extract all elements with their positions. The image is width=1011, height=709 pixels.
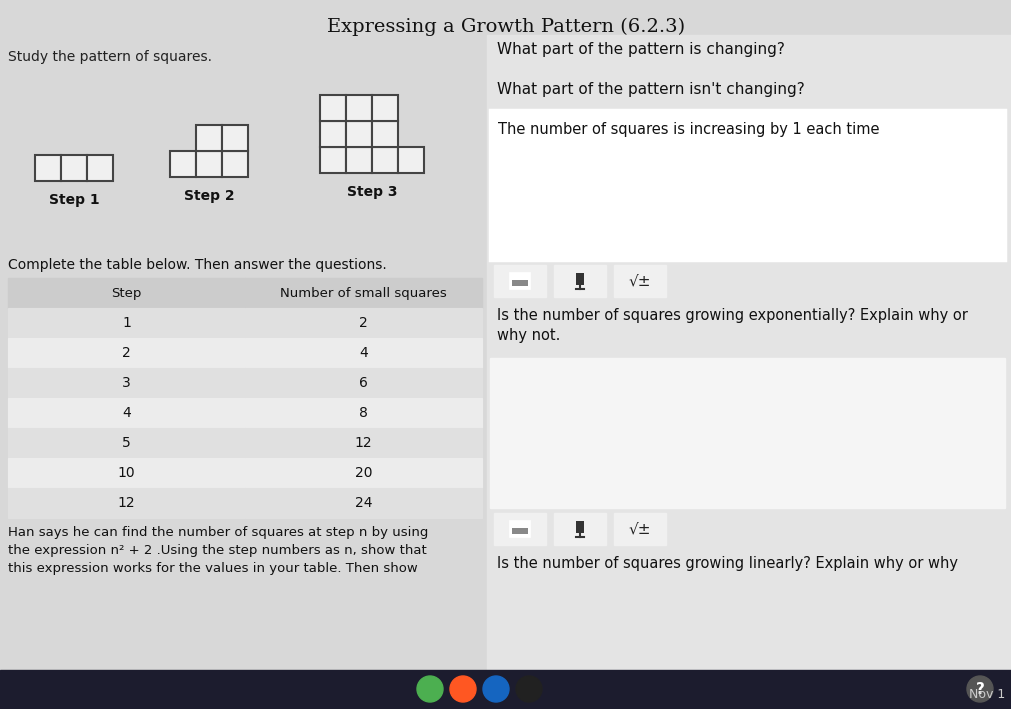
Bar — [575, 273, 583, 285]
Text: √±: √± — [628, 274, 651, 289]
Text: 5: 5 — [122, 436, 130, 450]
Bar — [319, 121, 346, 147]
Bar — [346, 121, 372, 147]
Bar — [510, 273, 530, 289]
Bar — [486, 35, 1011, 675]
Text: What part of the pattern is changing?: What part of the pattern is changing? — [496, 42, 785, 57]
Text: Number of small squares: Number of small squares — [280, 286, 447, 299]
Text: Step: Step — [111, 286, 142, 299]
Bar — [245, 338, 481, 368]
Bar — [614, 513, 665, 545]
Circle shape — [516, 676, 542, 702]
Bar — [510, 521, 530, 537]
Bar — [8, 398, 245, 428]
Bar — [8, 338, 245, 368]
Bar — [319, 147, 346, 173]
Bar — [8, 488, 245, 518]
Text: Step 3: Step 3 — [347, 185, 397, 199]
Bar — [614, 265, 665, 297]
Text: 24: 24 — [355, 496, 372, 510]
Bar — [245, 428, 481, 458]
Text: 2: 2 — [359, 316, 368, 330]
Bar — [8, 308, 245, 338]
Bar — [221, 151, 248, 177]
Text: Nov 1: Nov 1 — [968, 688, 1004, 700]
Text: ?: ? — [975, 681, 984, 696]
Text: Step 1: Step 1 — [49, 193, 99, 207]
Bar — [493, 513, 546, 545]
Bar — [35, 155, 61, 181]
Text: 4: 4 — [359, 346, 368, 360]
Bar — [489, 110, 1004, 260]
Bar — [61, 155, 87, 181]
Bar — [245, 308, 481, 338]
Text: 2: 2 — [122, 346, 130, 360]
Circle shape — [482, 676, 509, 702]
Text: Expressing a Growth Pattern (6.2.3): Expressing a Growth Pattern (6.2.3) — [327, 18, 684, 36]
Text: Han says he can find the number of squares at step n by using: Han says he can find the number of squar… — [8, 526, 428, 539]
Text: why not.: why not. — [496, 328, 560, 343]
Bar — [553, 513, 606, 545]
Text: 1: 1 — [122, 316, 130, 330]
Circle shape — [417, 676, 443, 702]
Text: 6: 6 — [359, 376, 368, 390]
Text: the expression n² + 2 .Using the step numbers as n, show that: the expression n² + 2 .Using the step nu… — [8, 544, 427, 557]
Bar — [372, 147, 397, 173]
Text: 8: 8 — [359, 406, 368, 420]
Text: 10: 10 — [117, 466, 135, 480]
Text: Study the pattern of squares.: Study the pattern of squares. — [8, 50, 211, 64]
Bar — [245, 278, 481, 308]
Bar — [512, 528, 528, 534]
Bar — [170, 151, 196, 177]
Bar — [221, 125, 248, 151]
Text: Complete the table below. Then answer the questions.: Complete the table below. Then answer th… — [8, 258, 386, 272]
Text: Step 2: Step 2 — [184, 189, 235, 203]
Bar — [575, 521, 583, 533]
Text: The number of squares is increasing by 1 each time: The number of squares is increasing by 1… — [497, 122, 879, 137]
Bar — [245, 368, 481, 398]
Bar — [346, 147, 372, 173]
Bar — [245, 398, 481, 428]
Bar — [372, 95, 397, 121]
Bar — [196, 125, 221, 151]
Text: 3: 3 — [122, 376, 130, 390]
Circle shape — [450, 676, 475, 702]
Text: this expression works for the values in your table. Then show: this expression works for the values in … — [8, 562, 418, 575]
Bar — [319, 95, 346, 121]
Bar — [346, 95, 372, 121]
Bar — [493, 265, 546, 297]
Bar — [553, 265, 606, 297]
Bar — [8, 368, 245, 398]
Text: Is the number of squares growing linearly? Explain why or why: Is the number of squares growing linearl… — [496, 556, 957, 571]
Bar — [196, 151, 221, 177]
Text: 20: 20 — [355, 466, 372, 480]
Text: 12: 12 — [354, 436, 372, 450]
Bar — [8, 278, 245, 308]
Text: 4: 4 — [122, 406, 130, 420]
Text: 12: 12 — [117, 496, 135, 510]
Bar — [0, 670, 1011, 709]
Bar — [87, 155, 113, 181]
Bar — [512, 280, 528, 286]
Bar — [245, 488, 481, 518]
Bar — [245, 458, 481, 488]
Bar — [8, 428, 245, 458]
Bar — [489, 358, 1004, 508]
Text: Is the number of squares growing exponentially? Explain why or: Is the number of squares growing exponen… — [496, 308, 967, 323]
Bar — [8, 458, 245, 488]
Text: What part of the pattern isn't changing?: What part of the pattern isn't changing? — [496, 82, 804, 97]
Bar — [397, 147, 424, 173]
Bar — [372, 121, 397, 147]
Circle shape — [967, 676, 992, 702]
Text: √±: √± — [628, 522, 651, 537]
